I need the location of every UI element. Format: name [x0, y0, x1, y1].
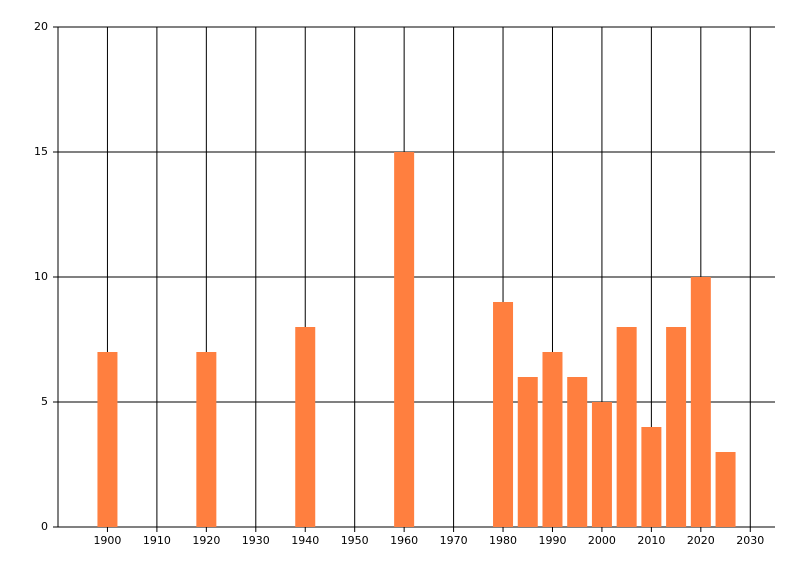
x-tick-label: 1980: [489, 534, 517, 547]
bar: [591, 402, 612, 527]
x-tick-label: 2030: [736, 534, 764, 547]
bar: [295, 327, 316, 527]
y-tick-label: 20: [34, 20, 48, 33]
x-tick-label: 1940: [291, 534, 319, 547]
x-tick-label: 1950: [341, 534, 369, 547]
bar: [394, 152, 415, 527]
bar: [666, 327, 687, 527]
bar: [690, 277, 711, 527]
y-tick-label: 5: [41, 395, 48, 408]
x-tick-label: 1930: [242, 534, 270, 547]
y-tick-label: 0: [41, 520, 48, 533]
x-tick-label: 1910: [143, 534, 171, 547]
x-tick-label: 1920: [192, 534, 220, 547]
bar: [567, 377, 588, 527]
bar: [517, 377, 538, 527]
bar: [196, 352, 217, 527]
bar: [97, 352, 118, 527]
y-tick-label: 10: [34, 270, 48, 283]
bar: [542, 352, 563, 527]
x-tick-label: 1970: [440, 534, 468, 547]
bar: [715, 452, 736, 527]
y-tick-label: 15: [34, 145, 48, 158]
x-tick-label: 2020: [687, 534, 715, 547]
bar: [641, 427, 662, 527]
x-tick-label: 1960: [390, 534, 418, 547]
bar: [493, 302, 514, 527]
x-tick-label: 1990: [538, 534, 566, 547]
x-tick-label: 2010: [637, 534, 665, 547]
x-tick-label: 2000: [588, 534, 616, 547]
x-tick-label: 1900: [93, 534, 121, 547]
bar: [616, 327, 637, 527]
